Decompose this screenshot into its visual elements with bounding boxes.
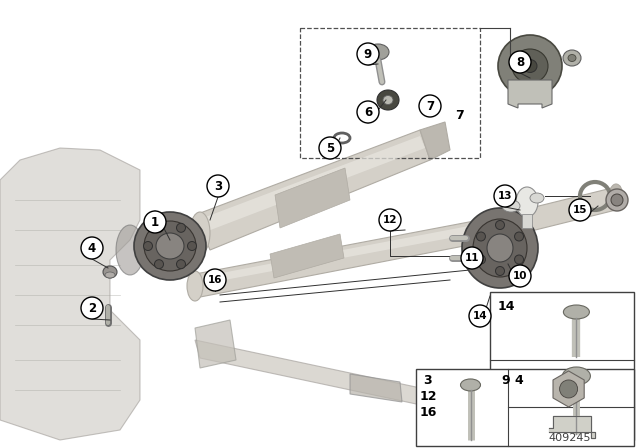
Polygon shape	[420, 122, 450, 160]
Ellipse shape	[523, 60, 537, 73]
Ellipse shape	[530, 193, 544, 203]
Ellipse shape	[606, 189, 628, 211]
Bar	[490, 292, 634, 440]
Circle shape	[207, 175, 229, 197]
Polygon shape	[195, 136, 425, 234]
Circle shape	[569, 199, 591, 221]
Circle shape	[379, 209, 401, 231]
Text: 1: 1	[151, 215, 159, 228]
Polygon shape	[490, 186, 624, 240]
Circle shape	[144, 211, 166, 233]
Circle shape	[494, 185, 516, 207]
Text: 11: 11	[465, 253, 479, 263]
Ellipse shape	[563, 305, 589, 319]
Text: 2: 2	[88, 302, 96, 314]
Polygon shape	[195, 130, 430, 250]
Circle shape	[357, 43, 379, 65]
Ellipse shape	[188, 241, 196, 250]
Text: 3: 3	[214, 180, 222, 193]
Ellipse shape	[462, 208, 538, 288]
Text: 4: 4	[88, 241, 96, 254]
Bar	[522, 214, 532, 228]
Bar	[300, 28, 480, 158]
Circle shape	[81, 297, 103, 319]
Text: 5: 5	[326, 142, 334, 155]
Polygon shape	[549, 416, 595, 439]
Ellipse shape	[515, 232, 524, 241]
Bar	[416, 369, 634, 446]
Polygon shape	[275, 168, 350, 228]
Text: 4: 4	[514, 375, 523, 388]
Ellipse shape	[476, 232, 486, 241]
Text: 13: 13	[498, 191, 512, 201]
Ellipse shape	[498, 35, 562, 97]
Ellipse shape	[190, 212, 210, 254]
Text: 15: 15	[573, 205, 588, 215]
Ellipse shape	[563, 50, 581, 66]
Ellipse shape	[495, 267, 504, 276]
Polygon shape	[190, 222, 493, 286]
Ellipse shape	[177, 260, 186, 269]
Ellipse shape	[461, 379, 481, 391]
Text: 16: 16	[208, 275, 222, 285]
Circle shape	[204, 269, 226, 291]
Text: 12: 12	[383, 215, 397, 225]
Circle shape	[509, 265, 531, 287]
Text: 6: 6	[364, 105, 372, 119]
Ellipse shape	[156, 233, 184, 259]
Ellipse shape	[516, 187, 538, 217]
Circle shape	[461, 247, 483, 269]
Text: 7: 7	[426, 99, 434, 112]
Text: 8: 8	[516, 56, 524, 69]
Polygon shape	[350, 374, 402, 402]
Ellipse shape	[177, 223, 186, 233]
Ellipse shape	[377, 90, 399, 110]
Polygon shape	[195, 340, 435, 408]
Ellipse shape	[103, 266, 117, 278]
Ellipse shape	[609, 184, 623, 210]
Ellipse shape	[563, 367, 590, 385]
Text: 14: 14	[497, 300, 515, 313]
Ellipse shape	[502, 200, 520, 212]
Ellipse shape	[473, 219, 527, 277]
Ellipse shape	[367, 44, 389, 60]
Text: 9: 9	[364, 47, 372, 60]
Text: 16: 16	[419, 406, 436, 419]
Polygon shape	[190, 218, 495, 298]
Text: 12: 12	[419, 391, 436, 404]
Polygon shape	[508, 80, 552, 108]
Circle shape	[469, 305, 491, 327]
Ellipse shape	[154, 260, 163, 269]
Text: 9: 9	[502, 374, 510, 388]
Circle shape	[357, 101, 379, 123]
Ellipse shape	[515, 255, 524, 264]
Text: 10: 10	[513, 271, 527, 281]
Ellipse shape	[495, 220, 504, 229]
Polygon shape	[0, 148, 140, 440]
Ellipse shape	[568, 55, 576, 61]
Circle shape	[559, 380, 578, 398]
Circle shape	[81, 237, 103, 259]
Polygon shape	[270, 234, 344, 278]
Ellipse shape	[512, 49, 548, 83]
Text: 7: 7	[456, 108, 465, 121]
Text: 14: 14	[473, 311, 487, 321]
Ellipse shape	[143, 241, 152, 250]
Ellipse shape	[144, 221, 196, 271]
Ellipse shape	[476, 255, 486, 264]
Ellipse shape	[134, 212, 206, 280]
Text: 3: 3	[424, 375, 432, 388]
Circle shape	[419, 95, 441, 117]
Ellipse shape	[116, 225, 144, 275]
Text: 409245: 409245	[548, 433, 591, 443]
Circle shape	[509, 51, 531, 73]
Ellipse shape	[487, 234, 513, 262]
Ellipse shape	[611, 194, 623, 206]
Circle shape	[319, 137, 341, 159]
Polygon shape	[195, 320, 236, 368]
Ellipse shape	[105, 272, 115, 278]
Ellipse shape	[383, 95, 393, 104]
Ellipse shape	[187, 271, 203, 301]
Ellipse shape	[154, 223, 163, 233]
